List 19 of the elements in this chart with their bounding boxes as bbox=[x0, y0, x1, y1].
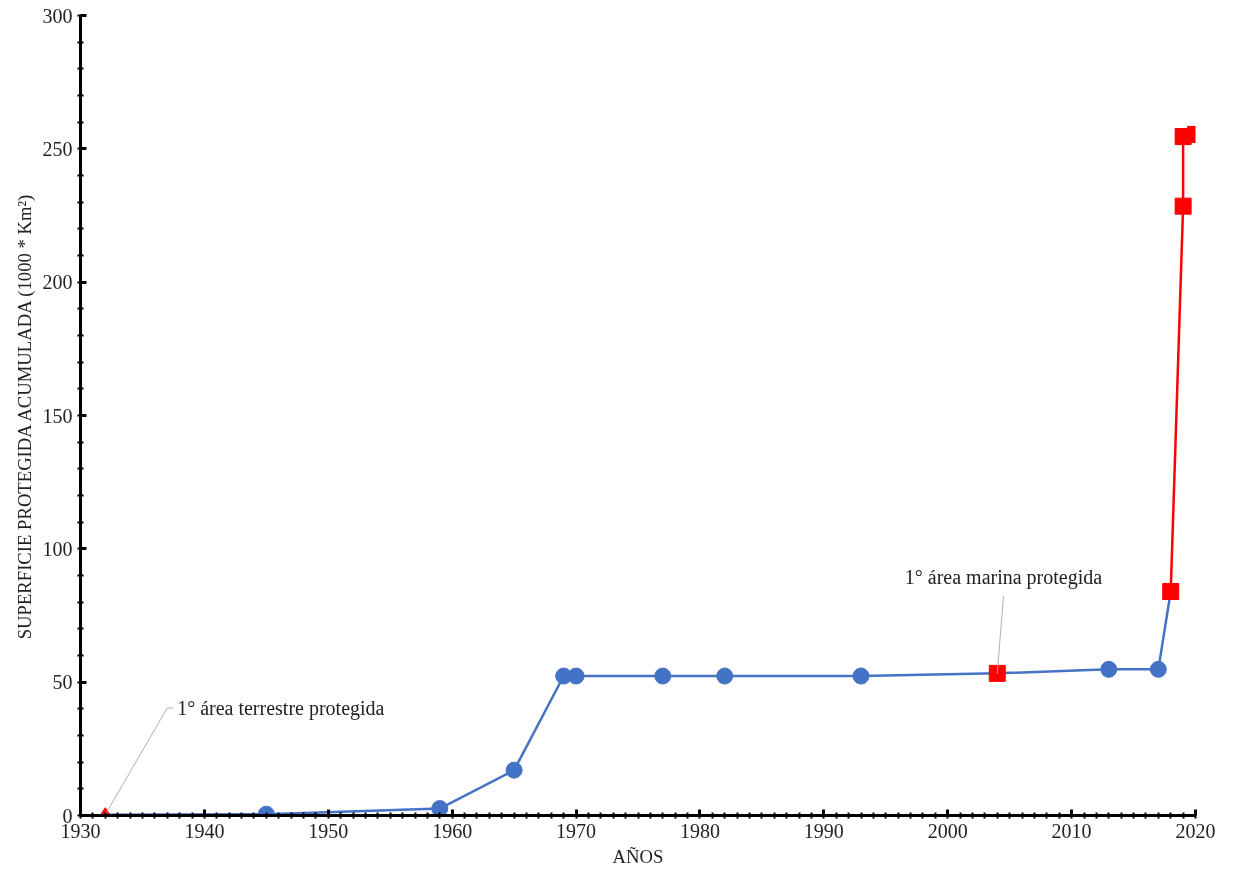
annotation: 1° área marina protegida bbox=[904, 566, 1103, 590]
annotation: 1° área terrestre protegida bbox=[177, 697, 385, 721]
x-tick-label: 1950 bbox=[308, 819, 349, 842]
x-tick-label: 1970 bbox=[556, 819, 597, 842]
y-axis-title: SUPERFICIE PROTEGIDA ACUMULADA (1000 * Km²) bbox=[13, 194, 36, 640]
x-tick-label: 2000 bbox=[927, 819, 968, 842]
y-tick-label: 100 bbox=[42, 537, 73, 560]
x-axis-title: AÑOS bbox=[612, 845, 664, 867]
y-tick-label: 300 bbox=[42, 4, 73, 27]
y-tick-label: 150 bbox=[42, 404, 73, 427]
x-tick-label: 1980 bbox=[679, 819, 720, 842]
y-tick-label: 50 bbox=[52, 671, 73, 694]
y-tick-label: 250 bbox=[42, 137, 73, 160]
y-tick-label: 200 bbox=[42, 271, 73, 294]
x-tick-label: 1940 bbox=[184, 819, 225, 842]
x-tick-label: 1990 bbox=[803, 819, 844, 842]
x-tick-label: 2020 bbox=[1175, 819, 1216, 842]
x-tick-label: 2010 bbox=[1051, 819, 1092, 842]
x-tick-label: 1960 bbox=[432, 819, 473, 842]
